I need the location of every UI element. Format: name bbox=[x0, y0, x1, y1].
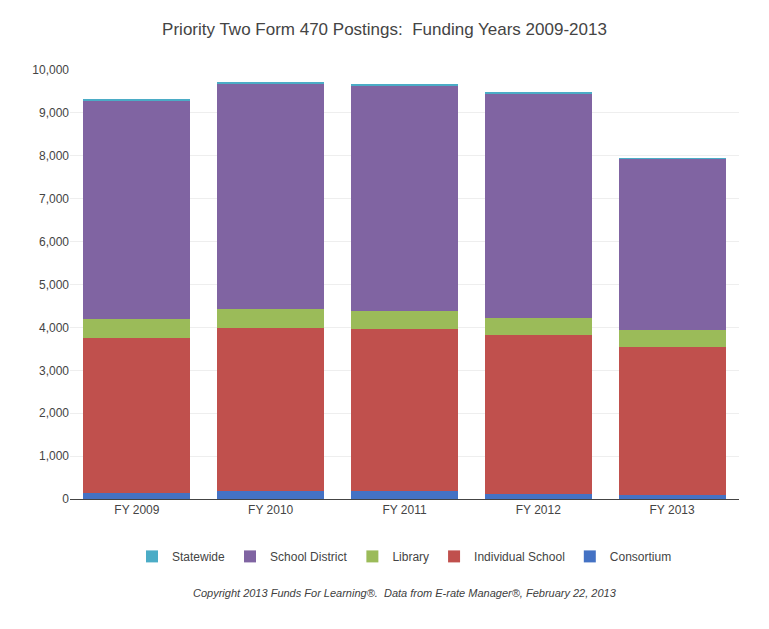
svg-text:9,000: 9,000 bbox=[39, 106, 69, 120]
svg-text:Library: Library bbox=[392, 550, 429, 564]
svg-text:Priority Two Form 470 Postings: Priority Two Form 470 Postings: Funding … bbox=[162, 20, 607, 39]
svg-text:1,000: 1,000 bbox=[39, 449, 69, 463]
svg-text:2,000: 2,000 bbox=[39, 406, 69, 420]
svg-text:Copyright 2013 Funds For Learn: Copyright 2013 Funds For Learning®. Data… bbox=[193, 587, 617, 599]
svg-text:4,000: 4,000 bbox=[39, 321, 69, 335]
svg-text:0: 0 bbox=[62, 492, 69, 506]
svg-text:FY 2010: FY 2010 bbox=[248, 503, 293, 517]
svg-text:3,000: 3,000 bbox=[39, 364, 69, 378]
svg-text:7,000: 7,000 bbox=[39, 192, 69, 206]
svg-text:Individual School: Individual School bbox=[474, 550, 565, 564]
svg-text:Consortium: Consortium bbox=[610, 550, 671, 564]
svg-text:5,000: 5,000 bbox=[39, 278, 69, 292]
svg-text:Statewide: Statewide bbox=[172, 550, 225, 564]
svg-text:FY 2013: FY 2013 bbox=[650, 503, 695, 517]
svg-text:6,000: 6,000 bbox=[39, 235, 69, 249]
svg-text:FY 2012: FY 2012 bbox=[516, 503, 561, 517]
svg-text:10,000: 10,000 bbox=[32, 63, 69, 77]
svg-text:FY 2011: FY 2011 bbox=[382, 503, 427, 517]
svg-text:8,000: 8,000 bbox=[39, 149, 69, 163]
svg-text:School District: School District bbox=[270, 550, 347, 564]
svg-text:FY 2009: FY 2009 bbox=[114, 503, 159, 517]
